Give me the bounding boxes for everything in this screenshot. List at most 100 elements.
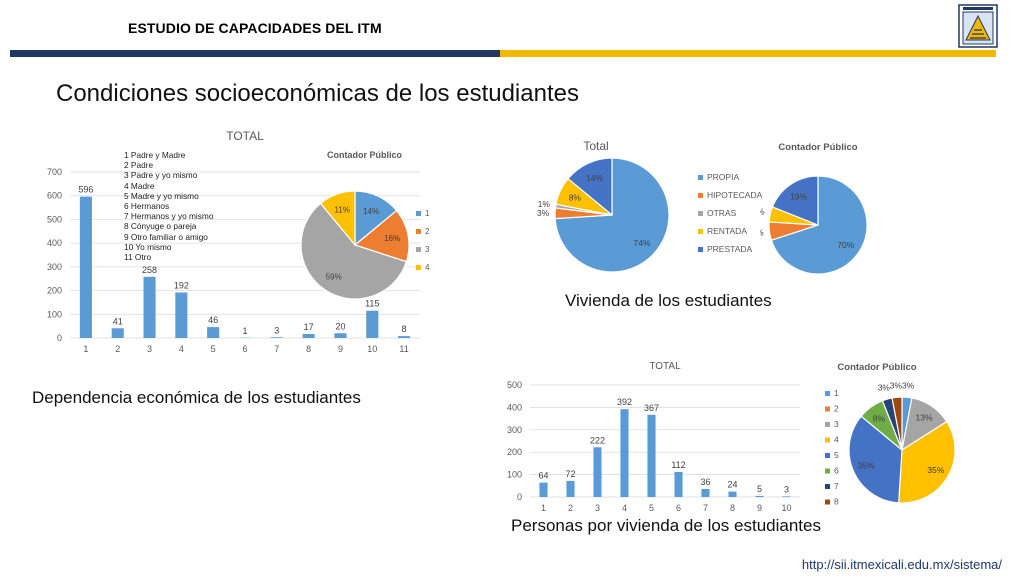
bar: [728, 491, 737, 497]
pie-slice: [848, 415, 903, 504]
header-title: ESTUDIO DE CAPACIDADES DEL ITM: [128, 20, 382, 36]
legend-swatch: [698, 175, 703, 180]
itm-logo: [958, 4, 998, 48]
x-tick-label: 9: [757, 503, 762, 513]
y-tick-label: 400: [47, 238, 62, 248]
slice-label: 3%: [537, 208, 550, 218]
slice-label: 11%: [334, 205, 349, 214]
data-label: 3: [784, 484, 789, 494]
x-tick-label: 3: [147, 344, 152, 354]
chart-title: Contador Público: [778, 142, 857, 153]
x-tick-label: 1: [83, 344, 88, 354]
y-tick-label: 100: [47, 309, 62, 319]
bar: [79, 196, 92, 338]
y-tick-label: 300: [507, 425, 522, 435]
x-tick-label: 10: [781, 503, 791, 513]
y-tick-label: 600: [47, 191, 62, 201]
legend-label: 5: [834, 450, 839, 460]
data-label: 115: [365, 299, 379, 309]
dep-note-line: 3 Padre y yo mismo: [124, 170, 198, 181]
slice-label: 35%: [927, 465, 944, 475]
footer-url-link[interactable]: http://sii.itmexicali.edu.mx/sistema/: [801, 557, 1002, 572]
legend-swatch: [416, 265, 421, 270]
y-tick-label: 500: [507, 380, 522, 390]
slice-label: 8%: [569, 193, 582, 203]
legend-label: 2: [425, 227, 430, 236]
slice-label: 35%: [857, 461, 874, 471]
bar: [143, 276, 156, 338]
legend-label: HIPOTECADA: [707, 190, 763, 200]
legend-label: 8: [834, 497, 839, 507]
y-tick-label: 400: [507, 402, 522, 412]
legend-swatch: [698, 247, 703, 252]
legend-label: 7: [834, 481, 839, 491]
caption-vivienda: Vivienda de los estudiantes: [565, 291, 772, 310]
x-tick-label: 2: [568, 503, 573, 513]
x-tick-label: 2: [115, 344, 120, 354]
data-label: 3: [274, 325, 279, 335]
bar: [782, 496, 791, 497]
bar: [207, 327, 220, 338]
slice-label: 14%: [586, 173, 603, 183]
x-tick-label: 10: [367, 344, 377, 354]
legend-label: 1: [425, 209, 430, 218]
bar: [334, 333, 347, 338]
bar: [302, 333, 315, 338]
bar: [175, 292, 188, 338]
legend-label: 4: [834, 435, 839, 445]
x-tick-label: 6: [676, 503, 681, 513]
y-tick-label: 300: [47, 262, 62, 272]
slice-label: 3%: [878, 383, 891, 393]
viv-total-pie-chart: Total 74% 3%1% 8% 14% PROPIA HIPOTECADA OTRAS RE…: [537, 139, 763, 273]
dep-note-line: 10 Yo mismo: [124, 241, 172, 252]
bar: [647, 414, 656, 497]
bar: [674, 471, 683, 497]
chart-title: Total: [583, 139, 608, 153]
per-total-bar-chart: TOTAL01002003004005006417222223392436751…: [507, 361, 800, 513]
x-tick-label: 5: [211, 344, 216, 354]
x-tick-label: 6: [242, 344, 247, 354]
dep-note-line: 2 Padre: [124, 160, 154, 171]
x-tick-label: 4: [179, 344, 184, 354]
data-label: 222: [590, 435, 605, 445]
legend-label: 4: [425, 263, 430, 272]
data-label: 36: [700, 477, 710, 487]
legend-swatch: [825, 437, 830, 443]
dep-note-line: 4 Madre: [124, 180, 155, 191]
legend-swatch: [416, 211, 421, 216]
data-label: 8: [402, 324, 407, 334]
legend-label: RENTADA: [707, 226, 747, 236]
dep-note-line: 7 Hermanos y yo mismo: [124, 211, 214, 222]
data-label: 5: [757, 484, 762, 494]
slice-label: 59%: [326, 272, 342, 281]
slice-label: 74%: [633, 238, 650, 248]
y-tick-label: 100: [507, 470, 522, 480]
caption-dependencia: Dependencia económica de los estudiantes: [32, 388, 361, 407]
slice-label: 1%: [538, 199, 551, 209]
data-label: 41: [113, 316, 123, 326]
data-label: 1: [242, 326, 247, 336]
legend-swatch: [825, 406, 830, 412]
legend-swatch: [416, 247, 421, 252]
legend-swatch: [698, 229, 703, 234]
bar: [701, 488, 710, 497]
legend-swatch: [825, 391, 830, 396]
x-tick-label: 8: [730, 503, 735, 513]
dep-note-line: 11 Otro: [124, 252, 152, 263]
dep-note-line: 8 Cónyuge o pareja: [124, 221, 197, 232]
x-tick-label: 1: [541, 503, 546, 513]
bar: [755, 495, 764, 497]
header-bar-gold: [500, 50, 996, 57]
legend-swatch: [825, 422, 830, 427]
data-label: 20: [335, 321, 345, 331]
chart-title: Contador Público: [837, 362, 916, 373]
x-tick-label: 4: [622, 503, 627, 513]
legend-label: 6: [834, 466, 839, 476]
y-tick-label: 500: [47, 214, 62, 224]
chart-title: TOTAL: [226, 129, 264, 143]
slice-label: 19%: [790, 192, 807, 202]
dep-note-line: 9 Otro familiar o amigo: [124, 231, 208, 242]
pie-slice: [771, 175, 819, 226]
slice-label: 13%: [916, 413, 933, 423]
caption-personas: Personas por vivienda de los estudiantes: [511, 516, 821, 535]
